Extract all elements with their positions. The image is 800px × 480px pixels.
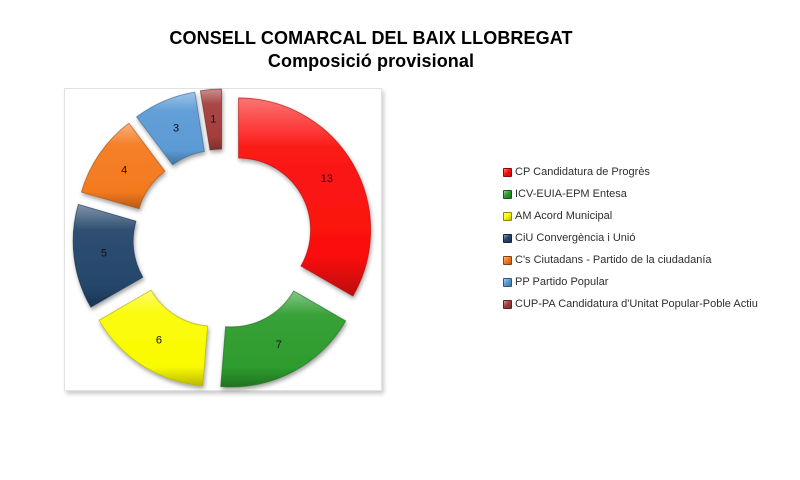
chart-title-block: CONSELL COMARCAL DEL BAIX LLOBREGAT Comp… xyxy=(0,27,742,73)
segment-value-label: 3 xyxy=(173,123,179,135)
segment-value-label: 1 xyxy=(210,113,216,125)
segment-value-label: 4 xyxy=(121,165,127,177)
plot-area-frame: 13 7 6 5 4 3 1 xyxy=(64,88,382,391)
legend-label: CiU Convergència i Unió xyxy=(515,232,636,244)
legend-label: ICV-EUIA-EPM Entesa xyxy=(515,188,627,200)
donut-segment-4 xyxy=(72,203,144,308)
legend-item: CiU Convergència i Unió xyxy=(503,232,758,244)
legend-item: CP Candidatura de Progrès xyxy=(503,166,758,178)
legend-item: C's Ciutadans - Partido de la ciudadanía xyxy=(503,254,758,266)
doughnut-chart: 13 7 6 5 4 3 1 xyxy=(72,88,372,388)
legend-label: C's Ciutadans - Partido de la ciudadanía xyxy=(515,254,712,266)
legend-item: PP Partido Popular xyxy=(503,276,758,288)
legend-item: ICV-EUIA-EPM Entesa xyxy=(503,188,758,200)
donut-segment-5 xyxy=(80,122,166,210)
donut-segment-6 xyxy=(136,91,205,166)
legend-color-swatch xyxy=(503,277,512,287)
legend-label: CUP-PA Candidatura d'Unitat Popular-Pobl… xyxy=(515,298,758,310)
legend-color-swatch xyxy=(503,189,512,199)
legend-item: AM Acord Municipal xyxy=(503,210,758,222)
donut-segment-1 xyxy=(238,97,372,297)
legend-color-swatch xyxy=(503,211,512,221)
segment-value-label: 6 xyxy=(156,334,162,346)
legend-item: CUP-PA Candidatura d'Unitat Popular-Pobl… xyxy=(503,298,758,310)
legend: CP Candidatura de Progrès ICV-EUIA-EPM En… xyxy=(503,166,758,320)
legend-label: CP Candidatura de Progrès xyxy=(515,166,650,178)
donut-segment-3 xyxy=(98,289,209,387)
legend-color-swatch xyxy=(503,167,512,177)
chart-subtitle: Composició provisional xyxy=(267,51,475,71)
segment-value-label: 7 xyxy=(276,339,282,351)
legend-label: AM Acord Municipal xyxy=(515,210,613,222)
donut-segment-2 xyxy=(220,290,347,388)
legend-label: PP Partido Popular xyxy=(515,276,609,288)
chart-title: CONSELL COMARCAL DEL BAIX LLOBREGAT xyxy=(169,28,573,48)
legend-color-swatch xyxy=(503,299,512,309)
segment-value-label: 5 xyxy=(101,247,107,259)
legend-color-swatch xyxy=(503,233,512,243)
segment-value-label: 13 xyxy=(321,173,333,185)
donut-segment-7 xyxy=(199,88,222,151)
legend-color-swatch xyxy=(503,255,512,265)
